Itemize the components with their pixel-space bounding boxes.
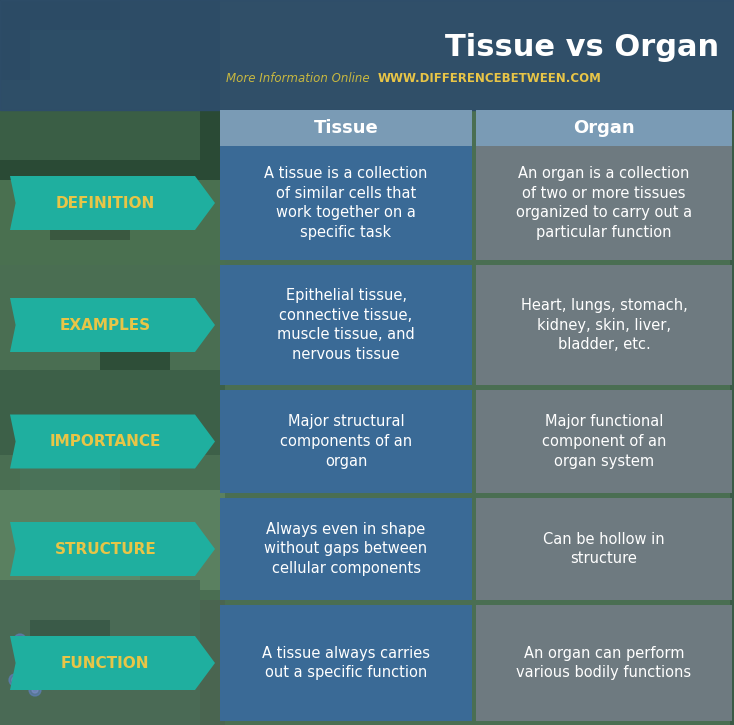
Bar	[0, 0, 120, 90]
Bar	[476, 110, 732, 146]
Circle shape	[104, 639, 116, 651]
Circle shape	[67, 647, 73, 653]
Polygon shape	[10, 298, 215, 352]
Bar	[80, 660, 180, 710]
Text: Tissue: Tissue	[313, 119, 378, 137]
Text: WWW.DIFFERENCEBETWEEN.COM: WWW.DIFFERENCEBETWEEN.COM	[378, 72, 602, 85]
Bar	[0, 370, 225, 455]
Text: FUNCTION: FUNCTION	[61, 655, 150, 671]
Bar	[0, 0, 734, 110]
Bar	[220, 390, 472, 493]
Bar	[476, 390, 732, 493]
Bar	[100, 320, 170, 370]
Circle shape	[157, 652, 163, 658]
Text: A tissue always carries
out a specific function: A tissue always carries out a specific f…	[262, 645, 430, 680]
Bar	[300, 0, 734, 60]
Polygon shape	[10, 415, 215, 468]
Circle shape	[29, 684, 41, 696]
Text: Major functional
component of an
organ system: Major functional component of an organ s…	[542, 414, 666, 469]
Bar	[220, 498, 472, 600]
Text: Can be hollow in
structure: Can be hollow in structure	[543, 531, 665, 566]
Bar	[30, 30, 130, 110]
Circle shape	[42, 657, 48, 663]
Circle shape	[87, 667, 93, 673]
Bar	[220, 146, 472, 260]
Circle shape	[9, 674, 21, 686]
Text: Heart, lungs, stomach,
kidney, skin, liver,
bladder, etc.: Heart, lungs, stomach, kidney, skin, liv…	[520, 298, 687, 352]
Circle shape	[84, 664, 96, 676]
Text: Organ: Organ	[573, 119, 635, 137]
Bar	[0, 80, 200, 160]
Circle shape	[39, 654, 51, 666]
Bar	[30, 620, 110, 680]
Text: Always even in shape
without gaps between
cellular components: Always even in shape without gaps betwee…	[264, 522, 428, 576]
Circle shape	[14, 634, 26, 646]
Bar	[0, 0, 220, 180]
Text: IMPORTANCE: IMPORTANCE	[50, 434, 161, 449]
Text: STRUCTURE: STRUCTURE	[54, 542, 156, 557]
Circle shape	[134, 659, 146, 671]
Bar	[20, 430, 120, 490]
Bar	[0, 580, 200, 725]
Polygon shape	[10, 176, 215, 230]
Polygon shape	[10, 522, 215, 576]
Bar	[476, 605, 732, 721]
Circle shape	[137, 662, 143, 668]
Text: An organ is a collection
of two or more tissues
organized to carry out a
particu: An organ is a collection of two or more …	[516, 166, 692, 240]
Circle shape	[12, 677, 18, 683]
Text: Major structural
components of an
organ: Major structural components of an organ	[280, 414, 412, 469]
Bar	[476, 265, 732, 385]
Circle shape	[64, 644, 76, 656]
Circle shape	[154, 649, 166, 661]
Polygon shape	[10, 636, 215, 690]
Circle shape	[32, 687, 38, 693]
Bar	[730, 110, 734, 725]
Bar	[220, 265, 472, 385]
Text: Epithelial tissue,
connective tissue,
muscle tissue, and
nervous tissue: Epithelial tissue, connective tissue, mu…	[277, 288, 415, 362]
Bar	[0, 490, 225, 590]
Bar	[0, 180, 225, 265]
Text: Tissue vs Organ: Tissue vs Organ	[445, 33, 719, 62]
Bar	[10, 620, 130, 680]
Bar	[60, 530, 140, 580]
Bar	[220, 110, 472, 146]
Text: DEFINITION: DEFINITION	[56, 196, 155, 210]
Bar	[0, 600, 225, 725]
Text: EXAMPLES: EXAMPLES	[59, 318, 151, 333]
Circle shape	[107, 642, 113, 648]
Text: An organ can perform
various bodily functions: An organ can perform various bodily func…	[517, 645, 691, 680]
Bar	[220, 605, 472, 721]
Bar	[476, 146, 732, 260]
Circle shape	[17, 637, 23, 643]
Bar	[476, 498, 732, 600]
Text: More Information Online: More Information Online	[226, 72, 370, 85]
Bar	[50, 200, 130, 240]
Text: A tissue is a collection
of similar cells that
work together on a
specific task: A tissue is a collection of similar cell…	[264, 166, 428, 240]
